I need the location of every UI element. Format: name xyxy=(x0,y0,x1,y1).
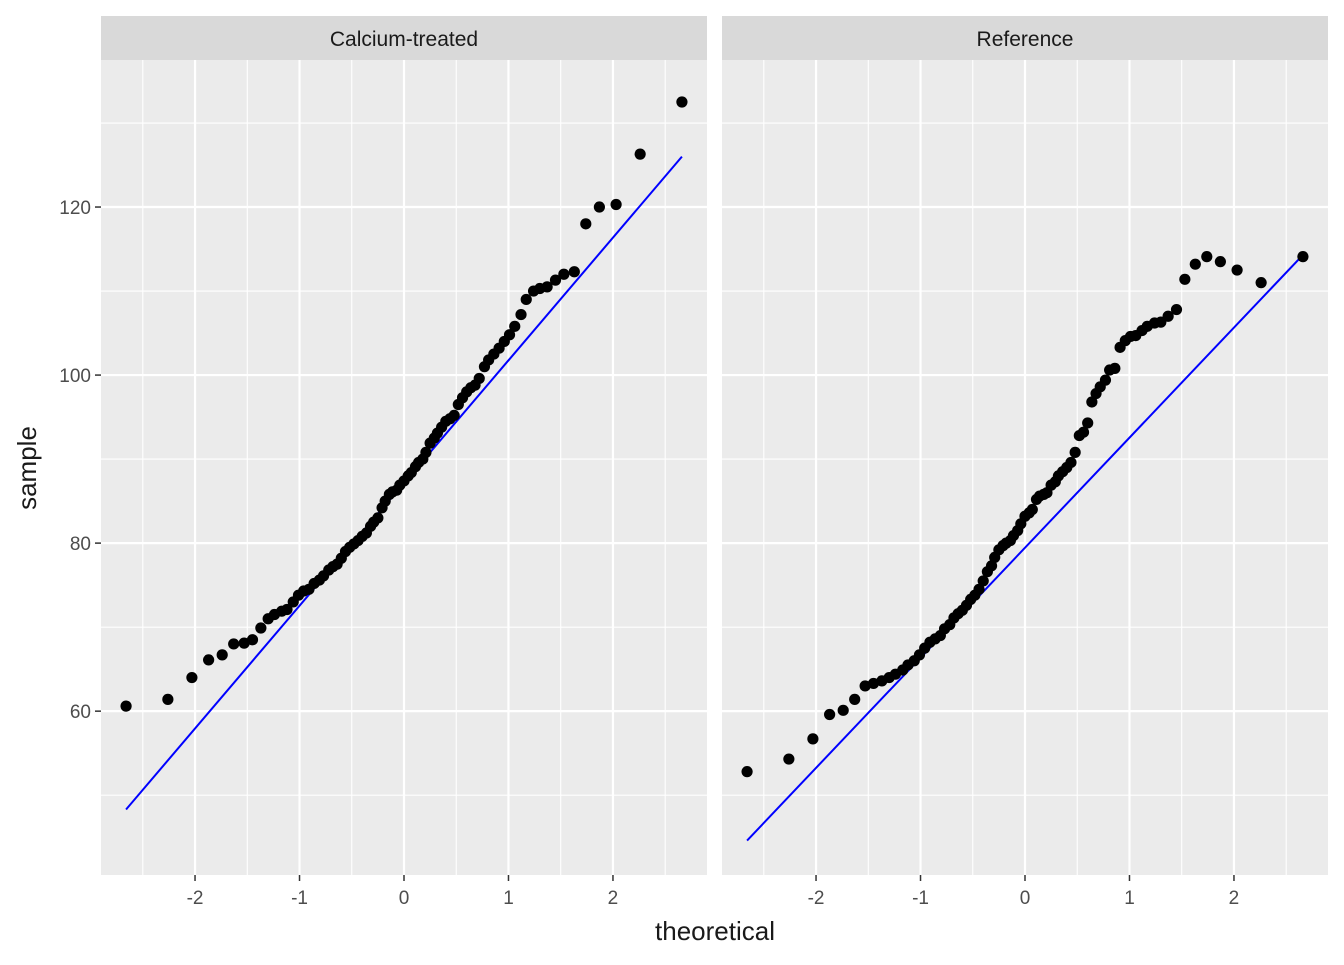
data-point xyxy=(568,266,580,278)
data-point xyxy=(246,634,259,646)
data-point xyxy=(985,560,998,572)
data-point xyxy=(520,293,532,306)
data-point xyxy=(1082,417,1094,429)
data-point xyxy=(1065,456,1077,469)
x-tick-label: -1 xyxy=(912,888,929,909)
data-point xyxy=(1109,362,1121,374)
x-tick-label: -2 xyxy=(187,888,204,909)
data-point xyxy=(977,575,989,587)
data-point xyxy=(162,693,174,705)
facet-strip xyxy=(722,16,1328,60)
data-point xyxy=(228,638,240,650)
data-point xyxy=(1189,258,1201,270)
data-point xyxy=(473,372,485,385)
data-point xyxy=(1170,303,1183,316)
x-axis-title: theoretical xyxy=(655,916,775,946)
data-point xyxy=(120,700,132,712)
x-tick-label: 2 xyxy=(1229,888,1240,909)
y-tick-label: 120 xyxy=(59,198,91,219)
data-point xyxy=(1086,396,1098,408)
x-tick-label: -1 xyxy=(291,888,308,909)
data-point xyxy=(541,281,553,293)
x-tick-label: 2 xyxy=(608,888,619,909)
y-tick-label: 100 xyxy=(59,366,91,387)
data-point xyxy=(558,268,570,280)
data-point xyxy=(1099,374,1112,386)
data-point xyxy=(1162,310,1174,322)
x-tick-label: 1 xyxy=(1124,888,1135,909)
data-point xyxy=(255,622,267,634)
data-point xyxy=(503,329,516,341)
data-point xyxy=(580,218,592,230)
data-point xyxy=(634,148,646,160)
facet-strip-label: Reference xyxy=(977,28,1074,51)
data-point xyxy=(515,308,527,321)
x-tick-label: 0 xyxy=(1020,888,1031,909)
data-point xyxy=(610,198,622,211)
data-point xyxy=(1077,426,1090,438)
facet-panel: Calcium-treated -2 -1 0 1 2 xyxy=(101,16,707,909)
reference-line xyxy=(746,254,1304,842)
x-tick-label: 0 xyxy=(399,888,410,909)
y-tick-label: 60 xyxy=(70,702,91,723)
data-point xyxy=(1214,256,1226,268)
x-tick-label: -2 xyxy=(808,888,825,909)
data-point xyxy=(593,201,605,213)
data-point xyxy=(216,649,228,661)
data-point xyxy=(973,583,985,595)
data-point xyxy=(203,654,215,666)
data-point xyxy=(509,320,521,332)
data-point xyxy=(186,671,198,684)
data-point xyxy=(837,704,849,716)
data-point xyxy=(1231,264,1243,276)
data-point xyxy=(549,274,562,286)
y-axis: 60 80 100 120 xyxy=(59,198,101,723)
facet-panel: Reference -2 -1 0 1 2 xyxy=(722,16,1328,909)
data-point xyxy=(372,512,384,524)
data-point xyxy=(807,733,819,745)
y-axis-title: sample xyxy=(12,426,42,510)
data-point xyxy=(849,693,861,705)
facet-strip-label: Calcium-treated xyxy=(330,28,478,51)
x-tick-label: 1 xyxy=(503,888,514,909)
data-point xyxy=(281,603,293,616)
y-tick-label: 80 xyxy=(70,534,91,555)
panels-layer: Calcium-treated -2 -1 0 1 2 Reference -2 -1 0 1 2 xyxy=(101,16,1328,909)
data-point xyxy=(741,766,753,778)
data-point xyxy=(1069,446,1081,458)
data-point xyxy=(1026,503,1038,516)
data-point xyxy=(1179,273,1191,285)
data-point xyxy=(676,96,688,108)
data-point xyxy=(783,753,795,765)
data-point xyxy=(1201,251,1213,263)
data-point xyxy=(824,708,836,721)
data-point xyxy=(1297,251,1309,263)
facet-strip xyxy=(101,16,707,60)
data-point xyxy=(420,446,432,458)
data-point xyxy=(1255,277,1267,289)
data-point xyxy=(448,409,460,422)
